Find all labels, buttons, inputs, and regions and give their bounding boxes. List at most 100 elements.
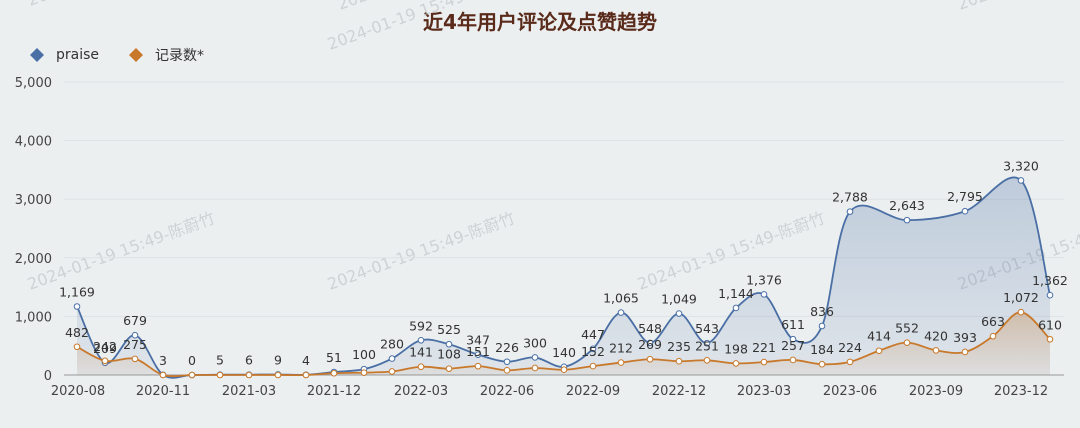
point-praise [445, 340, 453, 348]
data-label-praise: 100 [352, 347, 376, 362]
data-label-praise: 280 [380, 337, 404, 352]
point-records [101, 357, 109, 365]
data-label-records: 1,072 [1003, 290, 1039, 305]
y-tick-label: 0 [44, 369, 52, 384]
data-label-praise: 1,169 [59, 284, 95, 299]
point-praise [388, 355, 396, 362]
y-tick-label: 4,000 [15, 135, 52, 150]
point-praise [818, 322, 826, 330]
point-records [216, 371, 224, 379]
x-tick-label: 2023-03 [737, 384, 791, 399]
legend-label-records: 记录数* [155, 48, 205, 64]
watermark-text: 2024-01-19 15:49-陈蔚竹 [325, 208, 518, 294]
point-records [245, 371, 253, 379]
point-records [875, 347, 883, 355]
point-records [703, 356, 711, 364]
point-praise [617, 309, 625, 316]
legend-item-records[interactable]: 记录数* [129, 45, 204, 65]
data-label-praise: 2,795 [947, 189, 983, 204]
data-label-records: 224 [838, 340, 862, 355]
point-records [818, 360, 826, 368]
data-label-records: 251 [695, 338, 719, 353]
data-label-records: 393 [953, 330, 977, 345]
data-label-praise: 1,144 [718, 286, 754, 301]
point-praise [589, 345, 597, 353]
data-label-praise: 347 [466, 333, 490, 348]
point-records [159, 371, 167, 379]
data-label-praise: 679 [123, 313, 147, 328]
data-label-praise: 209 [93, 341, 117, 356]
legend-item-praise[interactable]: praise [30, 45, 99, 65]
point-praise [846, 208, 854, 215]
data-label-records: 275 [123, 337, 147, 352]
data-label-praise: 2,643 [889, 198, 925, 213]
x-tick-label: 2023-09 [909, 384, 963, 399]
point-records [73, 343, 81, 351]
point-records [560, 366, 568, 374]
point-records [274, 371, 282, 379]
point-praise [417, 337, 425, 344]
data-label-records: 242 [93, 339, 117, 354]
data-label-records: 269 [638, 337, 662, 352]
point-records [961, 348, 969, 356]
point-records [732, 360, 740, 367]
point-praise [531, 354, 539, 361]
point-praise [131, 331, 139, 339]
point-praise [1046, 291, 1054, 299]
x-tick-label: 2022-06 [480, 384, 534, 399]
point-praise [1017, 177, 1025, 184]
x-tick-label: 2023-06 [823, 384, 877, 399]
data-label-records: 198 [724, 341, 748, 356]
data-label-praise: 1,065 [603, 291, 639, 306]
point-records [789, 356, 797, 364]
x-tick-label: 2022-03 [394, 384, 448, 399]
point-praise [703, 339, 711, 347]
point-praise [675, 310, 683, 317]
data-label-praise: 4 [302, 353, 310, 368]
chart-title: 近4年用户评论及点赞趋势 [423, 10, 657, 34]
data-label-praise: 447 [581, 327, 605, 342]
point-records [646, 355, 654, 363]
diamond-icon [30, 48, 44, 62]
data-label-records: 663 [981, 314, 1005, 329]
data-label-praise: 2,788 [832, 190, 868, 205]
data-label-records: 552 [895, 321, 919, 336]
data-label-records: 141 [409, 345, 433, 360]
point-praise [789, 335, 797, 343]
data-label-records: 414 [867, 329, 891, 344]
x-tick-label: 2020-11 [136, 384, 190, 399]
data-label-records: 482 [65, 325, 89, 340]
data-label-praise: 9 [274, 352, 282, 367]
x-tick-label: 2020-08 [51, 384, 105, 399]
point-praise [961, 207, 969, 215]
watermark-text: 2024-01-19 15:49-陈蔚竹 [635, 208, 828, 294]
x-tick-label: 2021-03 [222, 384, 276, 399]
point-records [1017, 308, 1025, 316]
data-label-praise: 1,376 [746, 272, 782, 287]
point-praise [646, 339, 654, 347]
point-records [589, 362, 597, 370]
point-praise [760, 291, 768, 298]
point-praise [474, 351, 482, 358]
point-records [188, 371, 196, 379]
x-tick-label: 2023-12 [994, 384, 1048, 399]
point-records [503, 367, 511, 374]
data-label-praise: 5 [216, 353, 224, 368]
point-records [617, 359, 625, 366]
data-label-praise: 140 [552, 345, 576, 360]
data-label-praise: 836 [810, 304, 834, 319]
data-label-records: 108 [437, 347, 461, 362]
point-records [760, 358, 768, 366]
point-records [417, 363, 425, 371]
point-records [131, 355, 139, 363]
data-label-records: 184 [810, 342, 834, 357]
point-records [989, 332, 997, 340]
data-label-praise: 3,320 [1003, 158, 1039, 173]
data-label-praise: 1,362 [1032, 273, 1068, 288]
data-label-praise: 300 [523, 335, 547, 350]
data-label-records: 257 [781, 338, 805, 353]
data-label-records: 212 [609, 341, 633, 356]
point-praise [73, 303, 81, 310]
